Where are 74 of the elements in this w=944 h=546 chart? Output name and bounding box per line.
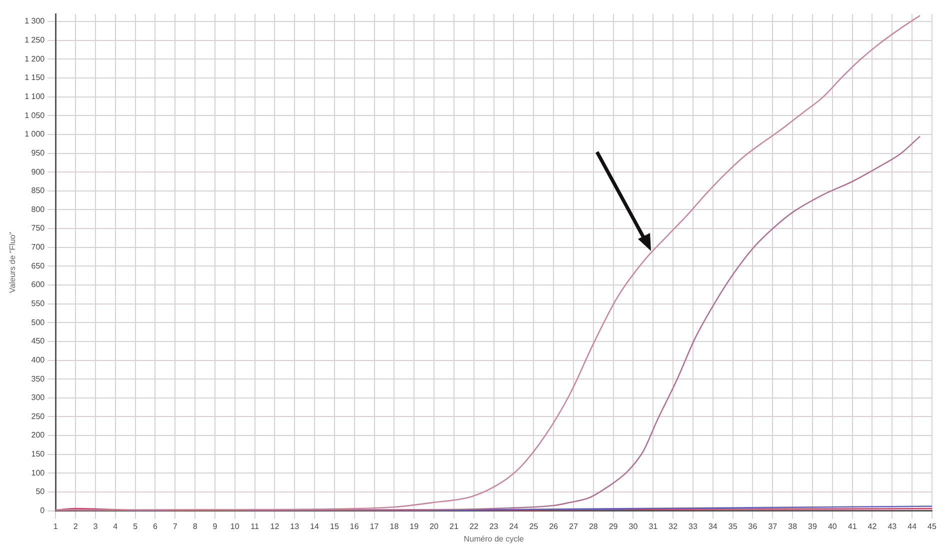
y-tick-label: 1 050 [24,110,46,120]
x-tick-label: 24 [509,522,519,531]
x-tick-label: 20 [430,522,440,531]
x-tick-label: 8 [192,522,198,531]
x-tick-label: 3 [93,522,98,531]
y-tick-label: 1 150 [24,73,46,82]
x-tick-label: 40 [828,522,838,531]
y-tick-label: 0 [40,506,46,516]
y-tick-label: 700 [31,242,46,252]
x-tick-label: 18 [390,522,400,531]
x-tick-label: 7 [172,522,178,531]
x-tick-label: 34 [708,522,718,531]
x-tick-label: 1 [53,522,58,531]
y-tick-label: 100 [31,468,46,478]
y-tick-label: 1 000 [24,130,46,139]
x-tick-label: 4 [113,522,118,531]
x-tick-label: 44 [908,522,918,531]
y-tick-label: 1 250 [24,36,46,45]
y-tick-label: 50 [36,487,46,496]
y-tick-label: 1 100 [24,92,46,102]
y-tick-label: 600 [31,280,46,290]
x-tick-label: 30 [628,522,638,531]
y-tick-label: 450 [31,336,46,346]
x-tick-label: 9 [212,522,218,531]
x-tick-label: 33 [688,522,698,531]
x-tick-label: 19 [410,522,420,531]
x-tick-label: 37 [768,522,778,531]
x-tick-label: 42 [868,522,878,531]
y-tick-label: 1 200 [24,54,46,64]
x-tick-label: 25 [529,522,539,531]
x-tick-label: 23 [489,522,499,531]
x-tick-label: 29 [608,522,618,531]
x-tick-label: 15 [330,522,340,531]
x-tick-label: 6 [152,522,158,531]
y-tick-label: 1 300 [24,16,46,26]
x-axis-title: Numéro de cycle [464,534,524,544]
x-tick-label: 2 [73,522,78,531]
x-tick-label: 26 [549,522,559,531]
x-tick-label: 31 [648,522,658,531]
x-tick-label: 12 [270,522,280,531]
x-tick-label: 27 [569,522,578,531]
y-tick-label: 950 [31,148,46,158]
y-tick-label: 850 [31,186,46,196]
x-tick-label: 14 [310,522,320,531]
x-tick-label: 11 [250,522,260,531]
x-tick-label: 36 [748,522,758,531]
y-tick-label: 150 [31,450,46,459]
y-tick-label: 550 [31,299,46,308]
x-tick-label: 17 [370,522,380,531]
x-tick-label: 39 [808,522,818,531]
x-tick-label: 10 [230,522,240,531]
x-tick-label: 43 [888,522,898,531]
x-tick-label: 22 [469,522,479,531]
y-tick-label: 200 [31,430,46,440]
y-tick-label: 900 [31,167,46,176]
x-tick-label: 35 [728,522,738,531]
x-tick-label: 5 [133,522,138,531]
y-tick-label: 500 [31,318,46,327]
x-tick-label: 13 [290,522,300,531]
y-tick-label: 350 [31,374,46,384]
y-tick-label: 250 [31,412,46,421]
y-tick-label: 800 [31,204,46,214]
y-tick-label: 400 [31,355,46,364]
x-tick-label: 21 [450,522,459,531]
x-tick-label: 28 [588,522,598,531]
y-tick-label: 300 [31,393,46,402]
x-tick-label: 32 [668,522,678,531]
x-tick-label: 45 [928,522,937,531]
y-axis-title: Valeurs de "Fluo" [8,232,18,293]
x-tick-label: 41 [848,522,858,531]
y-tick-label: 650 [31,261,46,270]
y-tick-label: 750 [31,224,46,233]
x-tick-label: 16 [350,522,360,531]
x-tick-label: 38 [788,522,798,531]
